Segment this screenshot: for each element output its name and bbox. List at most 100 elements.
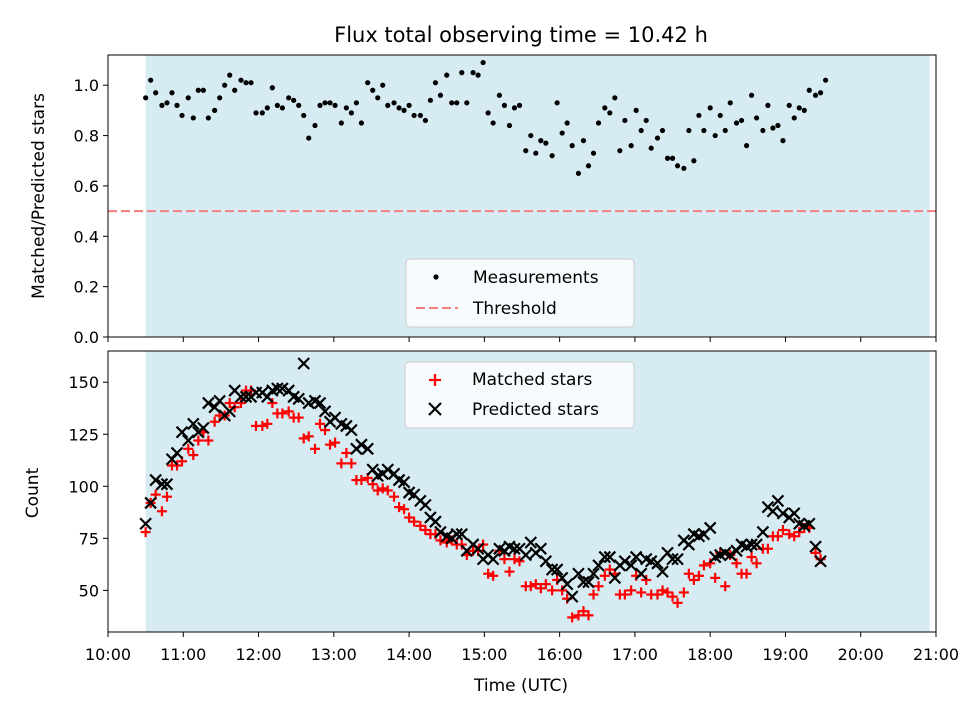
y-tick-label: 75 — [79, 529, 99, 548]
predicted-star-point — [361, 442, 374, 456]
predicted-star-point — [582, 575, 595, 589]
matched-star-point — [372, 485, 383, 496]
measurement-point — [459, 70, 465, 76]
measurement-point — [475, 72, 481, 78]
predicted-star-point — [618, 554, 632, 568]
measurement-point — [317, 102, 323, 108]
top-x-tick-marks — [107, 337, 937, 342]
x-tick-label: 15:00 — [461, 645, 507, 664]
measurement-point — [622, 117, 628, 124]
measurement-point — [422, 117, 428, 124]
measurement-point — [396, 105, 402, 111]
matched-star-point — [488, 570, 499, 581]
x-tick-label: 10:00 — [85, 645, 131, 664]
predicted-star-point — [624, 559, 638, 572]
measurement-point — [253, 110, 259, 116]
matched-star-point — [678, 587, 689, 598]
predicted-star-point — [550, 563, 564, 576]
matched-star-point — [172, 460, 182, 471]
measurement-point — [179, 112, 185, 119]
measurement-point — [169, 90, 175, 96]
legend-threshold-label: Threshold — [472, 299, 557, 319]
predicted-star-point — [545, 563, 559, 576]
y-tick-label: 125 — [68, 425, 99, 444]
measurement-points — [143, 59, 829, 176]
measurement-point — [312, 122, 318, 129]
measurement-point — [707, 105, 713, 111]
predicted-star-point — [592, 559, 605, 572]
measurement-point — [817, 90, 824, 96]
matched-star-point — [504, 566, 515, 577]
predicted-star-point — [629, 550, 643, 564]
x-tick-label: 13:00 — [311, 645, 357, 664]
matched-star-point — [705, 558, 716, 569]
predicted-star-point — [603, 550, 617, 564]
measurement-point — [391, 100, 397, 106]
measurement-point — [669, 155, 676, 161]
matched-star-point — [346, 458, 357, 469]
matched-star-point — [693, 570, 704, 581]
measurement-point — [291, 97, 297, 103]
matched-star-point — [140, 527, 151, 538]
measurement-point — [185, 95, 191, 101]
measurement-point — [607, 110, 613, 116]
x-tick-label: 21:00 — [913, 645, 959, 664]
measurement-point — [559, 130, 565, 136]
predicted-star-point — [355, 438, 368, 451]
measurement-point — [496, 92, 503, 98]
top-legend: Measurements Threshold — [405, 258, 635, 328]
predicted-star-point — [766, 504, 780, 518]
matched-star-point — [588, 589, 599, 600]
measurement-point — [212, 107, 218, 113]
predicted-star-point — [723, 548, 737, 562]
measurement-point — [664, 155, 671, 161]
measurement-point — [738, 117, 745, 124]
matched-star-point — [525, 581, 536, 592]
measurement-point — [159, 102, 165, 108]
measurement-point — [269, 85, 275, 91]
measurement-point — [748, 92, 755, 98]
x-tick-label: 17:00 — [612, 645, 658, 664]
predicted-star-point — [182, 434, 195, 447]
predicted-star-point — [598, 550, 612, 564]
matched-star-point — [382, 485, 393, 496]
measurement-point — [643, 117, 649, 124]
y-tick-label: 150 — [68, 373, 99, 392]
measurement-point — [575, 170, 582, 176]
matched-star-point — [409, 516, 420, 527]
predicted-star-point — [144, 496, 157, 510]
measurement-point — [585, 163, 592, 169]
matched-star-point — [262, 418, 273, 429]
x-tick-label: 14:00 — [386, 645, 432, 664]
predicted-star-point — [429, 515, 442, 528]
matched-star-point — [626, 585, 637, 596]
measurement-point — [523, 148, 529, 154]
measurement-point — [654, 135, 661, 141]
y-tick-label: 0.4 — [74, 227, 99, 246]
measurement-point — [717, 112, 723, 119]
predicted-star-point — [271, 382, 284, 395]
measurement-point — [712, 132, 718, 139]
predicted-star-point — [519, 548, 533, 562]
matched-star-point — [257, 420, 268, 431]
matched-star-point — [377, 483, 388, 494]
predicted-star-point — [803, 517, 816, 531]
predicted-star-point — [560, 577, 574, 591]
top-legend-box — [405, 258, 635, 328]
measurement-point — [470, 70, 476, 76]
x-tick-label: 11:00 — [160, 645, 206, 664]
measurement-point — [569, 143, 575, 149]
bottom-x-axis: 10:00 11:00 12:00 13:00 14:00 15:00 16:00 17:00… — [85, 632, 959, 664]
predicted-star-point — [381, 463, 395, 476]
predicted-star-point — [666, 552, 679, 566]
predicted-star-point — [175, 425, 189, 439]
bottom-y-axis-label: Count — [23, 467, 43, 518]
matched-star-point — [641, 574, 652, 585]
measurement-point — [823, 77, 829, 83]
measurement-point — [791, 115, 797, 121]
matched-star-point — [303, 431, 314, 442]
predicted-star-point — [234, 390, 248, 404]
measurement-point — [549, 153, 555, 159]
matched-star-point — [557, 585, 568, 596]
matched-star-point — [530, 579, 541, 590]
